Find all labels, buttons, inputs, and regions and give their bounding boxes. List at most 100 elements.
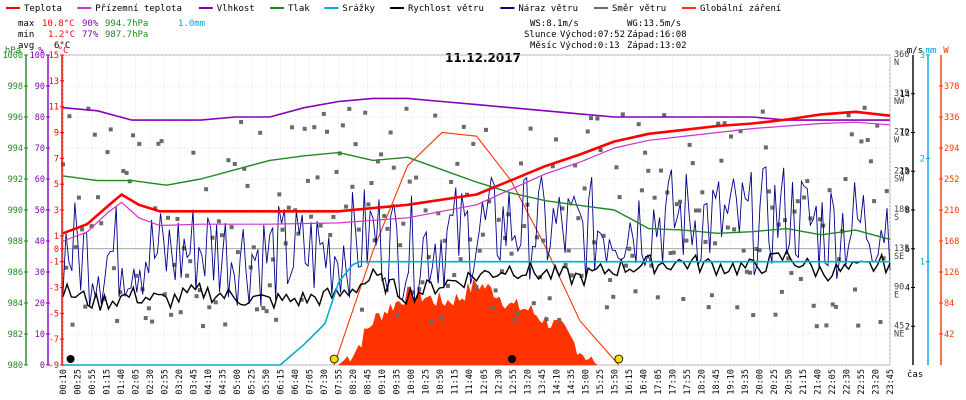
legend-label: Srážky: [342, 4, 375, 14]
direction-point: [846, 113, 851, 118]
direction-point: [608, 278, 613, 282]
x-tick-label: 01:15: [103, 369, 113, 395]
direction-point: [181, 246, 186, 251]
direction-point: [369, 181, 374, 185]
direction-point: [360, 307, 364, 312]
direction-point: [729, 134, 733, 139]
direction-point: [636, 122, 641, 127]
axis-tick-label: 14: [900, 90, 910, 100]
direction-point: [627, 246, 632, 251]
sun-label: Slunce: [524, 30, 557, 40]
legend-label: Vlhkost: [217, 4, 255, 14]
legend-label: Směr větru: [612, 4, 666, 14]
direction-point: [872, 199, 877, 204]
direction-point: [534, 235, 539, 240]
stats-max-temp: 10.8°C: [42, 19, 75, 29]
legend-item-dir: Směr větru: [594, 4, 666, 14]
direction-point: [639, 188, 644, 193]
direction-point: [589, 116, 593, 121]
direction-point: [862, 105, 867, 110]
axis-tick-label: 84: [944, 299, 954, 309]
direction-point: [407, 179, 412, 184]
direction-point: [471, 141, 476, 146]
direction-point: [169, 312, 174, 317]
direction-point: [643, 150, 648, 155]
direction-point: [458, 257, 463, 262]
x-tick-label: 12:30: [494, 369, 504, 395]
direction-point: [194, 294, 199, 299]
x-tick-label: 20:50: [784, 369, 794, 395]
axis-tick-label: -1: [49, 258, 59, 268]
x-tick-label: 14:35: [567, 369, 577, 395]
direction-point: [216, 219, 221, 224]
direction-point: [274, 317, 279, 322]
direction-point: [111, 266, 116, 271]
axis-tick-label: 7: [54, 154, 59, 164]
moonrise-info: Východ:0:13: [560, 41, 620, 51]
direction-point: [668, 251, 673, 255]
direction-point: [496, 217, 501, 222]
direction-point: [681, 297, 686, 301]
direction-point: [477, 248, 482, 253]
direction-point: [159, 139, 164, 144]
direction-point: [786, 256, 791, 261]
x-tick-label: 11:40: [465, 369, 475, 395]
direction-point: [309, 214, 314, 219]
direction-point: [617, 195, 622, 200]
direction-point: [741, 248, 746, 253]
x-tick-label: 05:25: [248, 369, 258, 395]
direction-point: [344, 204, 349, 209]
direction-point: [414, 175, 419, 180]
direction-point: [445, 283, 450, 288]
direction-point: [881, 256, 886, 261]
direction-tick-dir: N: [894, 58, 899, 68]
direction-point: [299, 297, 304, 302]
direction-point: [404, 106, 409, 111]
direction-tick-label: 90: [894, 283, 904, 293]
direction-point: [582, 186, 587, 191]
direction-point: [226, 158, 231, 163]
direction-point: [395, 312, 399, 317]
x-tick-label: 17:30: [668, 369, 678, 395]
axis-tick-label: 10: [900, 167, 910, 177]
direction-point: [102, 296, 107, 301]
x-tick-label: 06:40: [291, 369, 301, 395]
legend-item-pressure: Tlak: [270, 4, 310, 14]
stats-max-press: 994.7hPa: [105, 19, 148, 29]
direction-point: [646, 168, 651, 173]
x-tick-label: 02:30: [146, 369, 156, 395]
direction-point: [690, 161, 695, 166]
direction-point: [296, 231, 301, 236]
axis-tick-label: 990: [8, 206, 23, 216]
direction-point: [248, 265, 253, 270]
direction-point: [573, 163, 578, 168]
direction-point: [808, 216, 813, 221]
legend-item-feels: Přízemní teplota: [77, 4, 182, 14]
direction-point: [550, 164, 555, 169]
direction-point: [372, 238, 377, 243]
direction-point: [875, 123, 880, 128]
direction-point: [795, 199, 800, 204]
direction-point: [694, 208, 698, 213]
direction-point: [204, 187, 209, 192]
legend-label: Přízemní teplota: [95, 4, 182, 14]
direction-point: [630, 253, 635, 258]
axis-unit: mm: [926, 46, 937, 56]
direction-point: [522, 224, 527, 229]
direction-point: [178, 310, 183, 315]
direction-point: [722, 121, 727, 126]
direction-point: [80, 227, 85, 232]
direction-point: [601, 233, 606, 238]
x-tick-label: 13:45: [538, 369, 548, 395]
direction-point: [659, 168, 663, 173]
direction-point: [754, 247, 759, 251]
x-tick-label: 04:10: [204, 369, 214, 395]
direction-point: [89, 224, 94, 229]
direction-point: [563, 263, 568, 267]
direction-point: [235, 250, 240, 255]
direction-point: [468, 237, 473, 242]
direction-point: [719, 158, 724, 163]
direction-point: [789, 271, 794, 275]
